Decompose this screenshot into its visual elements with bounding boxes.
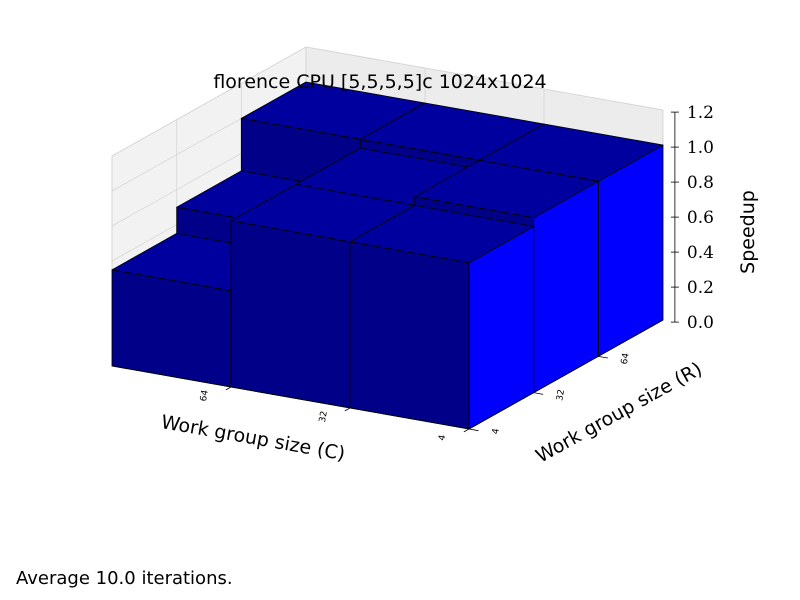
z-tick-label: 0.8 (687, 173, 714, 193)
x-tick-label: 4 (438, 434, 449, 442)
x-axis-line (111, 365, 470, 430)
y-tick-label: 32 (555, 389, 567, 402)
bar-64-4 (349, 204, 535, 430)
x-tick (225, 386, 232, 391)
bar-front-face (349, 241, 470, 430)
z-tick-label: 0.4 (687, 243, 714, 263)
y-tick (598, 355, 608, 359)
x-tick (463, 428, 470, 433)
z-tick-label: 1.2 (687, 103, 714, 123)
bar-side-face (533, 180, 599, 394)
x-tick-label: 64 (199, 389, 211, 402)
z-tick-label: 1.0 (687, 138, 714, 158)
z-tick-label: 0.2 (687, 278, 714, 298)
z-axis-title: Speedup (737, 190, 759, 274)
bar-side-face (597, 144, 664, 357)
x-tick (344, 407, 351, 412)
z-tick-label: 0.0 (687, 313, 714, 333)
chart-title: florence CPU [5,5,5,5]c 1024x1024 (213, 71, 546, 93)
bar-front-face (230, 220, 351, 409)
y-axis-line (468, 319, 664, 430)
y-tick (468, 428, 479, 432)
footnote: Average 10.0 iterations. (16, 568, 233, 589)
z-tick-label: 0.6 (687, 208, 714, 228)
y-tick (533, 392, 544, 395)
y-tick-label: 64 (620, 352, 632, 365)
bar-top-face (414, 159, 599, 219)
bars (111, 81, 664, 430)
y-tick-label: 4 (491, 428, 502, 436)
bar-top-face (349, 204, 535, 264)
x-tick-label: 32 (318, 410, 330, 423)
